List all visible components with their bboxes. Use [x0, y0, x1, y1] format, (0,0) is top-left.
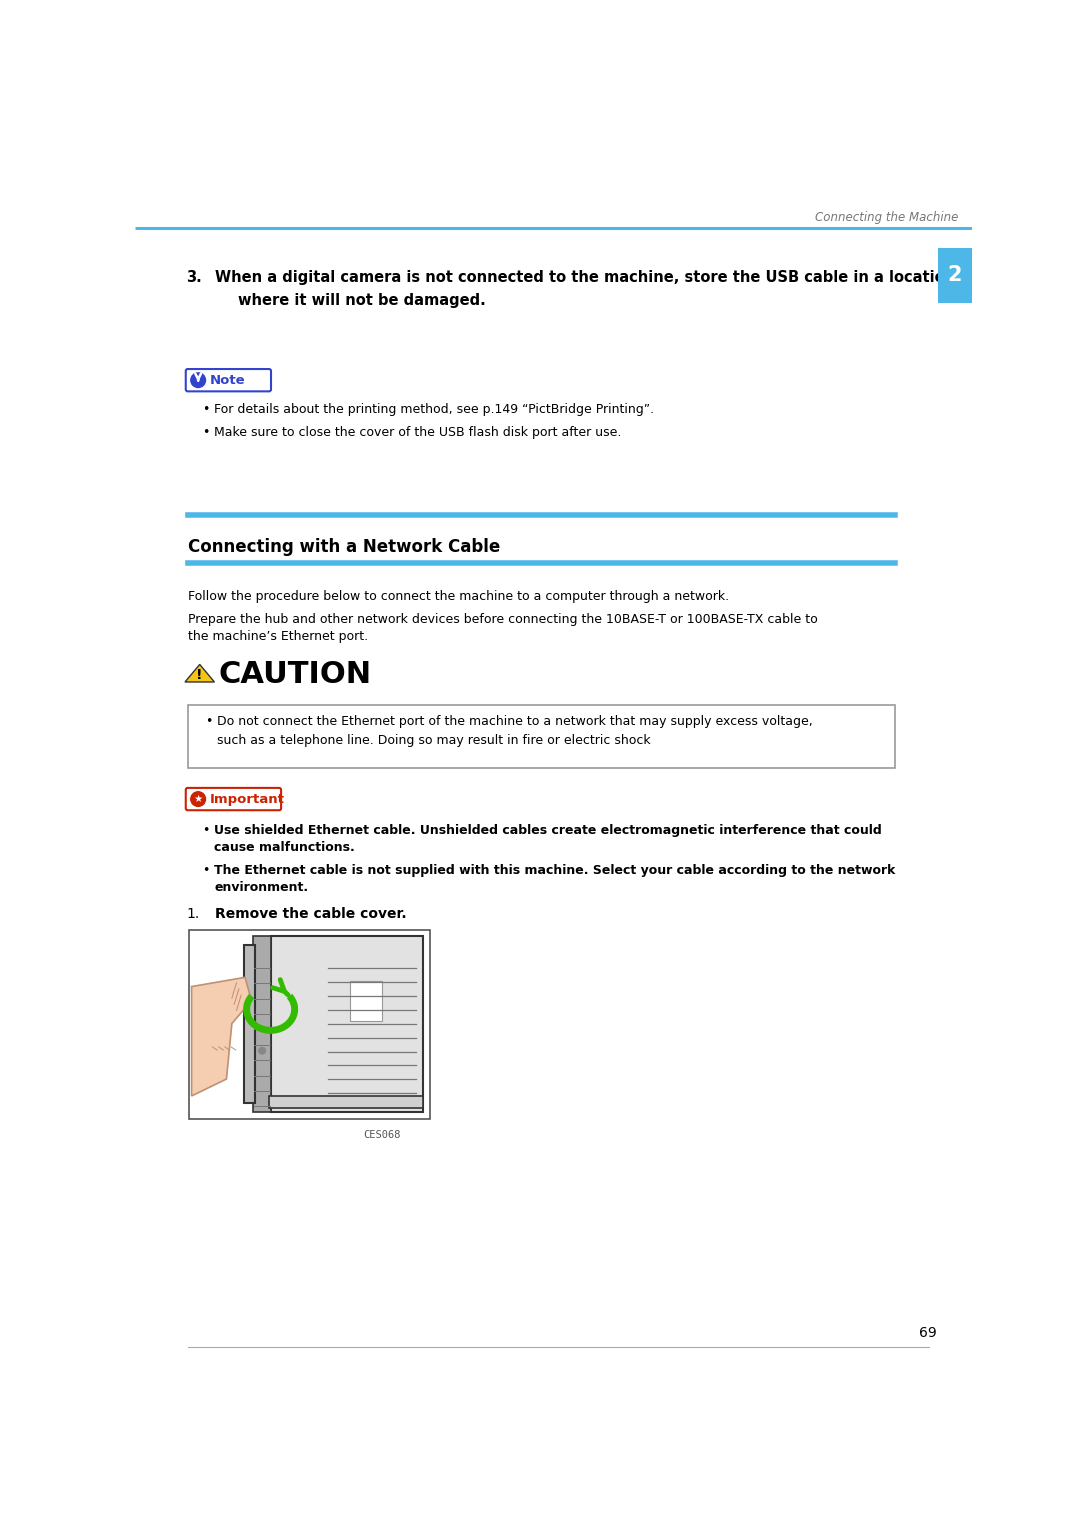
- Text: Note: Note: [210, 374, 245, 386]
- Text: •: •: [202, 824, 210, 836]
- Circle shape: [258, 1048, 266, 1054]
- Text: •: •: [202, 864, 210, 876]
- FancyBboxPatch shape: [253, 936, 271, 1112]
- Text: •: •: [205, 715, 212, 728]
- Text: The Ethernet cable is not supplied with this machine. Select your cable accordin: The Ethernet cable is not supplied with …: [214, 864, 895, 876]
- FancyBboxPatch shape: [243, 945, 255, 1103]
- Text: Connecting the Machine: Connecting the Machine: [814, 211, 958, 224]
- Text: Connecting with a Network Cable: Connecting with a Network Cable: [188, 538, 500, 556]
- FancyBboxPatch shape: [271, 936, 422, 1112]
- Polygon shape: [191, 977, 249, 1095]
- Text: 1.: 1.: [186, 907, 200, 921]
- Text: such as a telephone line. Doing so may result in fire or electric shock: such as a telephone line. Doing so may r…: [217, 734, 651, 748]
- Circle shape: [191, 372, 205, 388]
- Text: the machine’s Ethernet port.: the machine’s Ethernet port.: [188, 630, 368, 642]
- Text: •: •: [202, 426, 210, 440]
- Text: CES068: CES068: [363, 1131, 401, 1140]
- Text: 69: 69: [919, 1327, 937, 1340]
- FancyBboxPatch shape: [186, 369, 271, 391]
- Text: When a digital camera is not connected to the machine, store the USB cable in a : When a digital camera is not connected t…: [215, 270, 955, 285]
- Circle shape: [191, 792, 205, 806]
- FancyBboxPatch shape: [937, 248, 972, 303]
- Text: Use shielded Ethernet cable. Unshielded cables create electromagnetic interferen: Use shielded Ethernet cable. Unshielded …: [214, 824, 881, 836]
- FancyBboxPatch shape: [269, 1097, 422, 1108]
- Text: cause malfunctions.: cause malfunctions.: [214, 841, 355, 853]
- FancyBboxPatch shape: [186, 787, 281, 810]
- Text: environment.: environment.: [214, 881, 308, 893]
- Text: 2: 2: [948, 265, 962, 285]
- Text: Prepare the hub and other network devices before connecting the 10BASE-T or 100B: Prepare the hub and other network device…: [188, 613, 818, 625]
- Polygon shape: [185, 665, 215, 682]
- Text: where it will not be damaged.: where it will not be damaged.: [238, 293, 486, 308]
- Text: Remove the cable cover.: Remove the cable cover.: [215, 907, 406, 921]
- FancyBboxPatch shape: [189, 930, 430, 1118]
- Text: Do not connect the Ethernet port of the machine to a network that may supply exc: Do not connect the Ethernet port of the …: [217, 715, 813, 728]
- Text: !: !: [197, 668, 203, 682]
- Text: 3.: 3.: [186, 270, 202, 285]
- Text: Make sure to close the cover of the USB flash disk port after use.: Make sure to close the cover of the USB …: [214, 426, 621, 440]
- Text: CAUTION: CAUTION: [218, 660, 372, 689]
- FancyBboxPatch shape: [188, 705, 895, 768]
- Text: For details about the printing method, see p.149 “PictBridge Printing”.: For details about the printing method, s…: [214, 403, 654, 417]
- Text: ★: ★: [193, 794, 203, 804]
- FancyBboxPatch shape: [350, 980, 382, 1020]
- Text: Important: Important: [210, 792, 284, 806]
- Text: Follow the procedure below to connect the machine to a computer through a networ: Follow the procedure below to connect th…: [188, 590, 729, 602]
- Text: •: •: [202, 403, 210, 417]
